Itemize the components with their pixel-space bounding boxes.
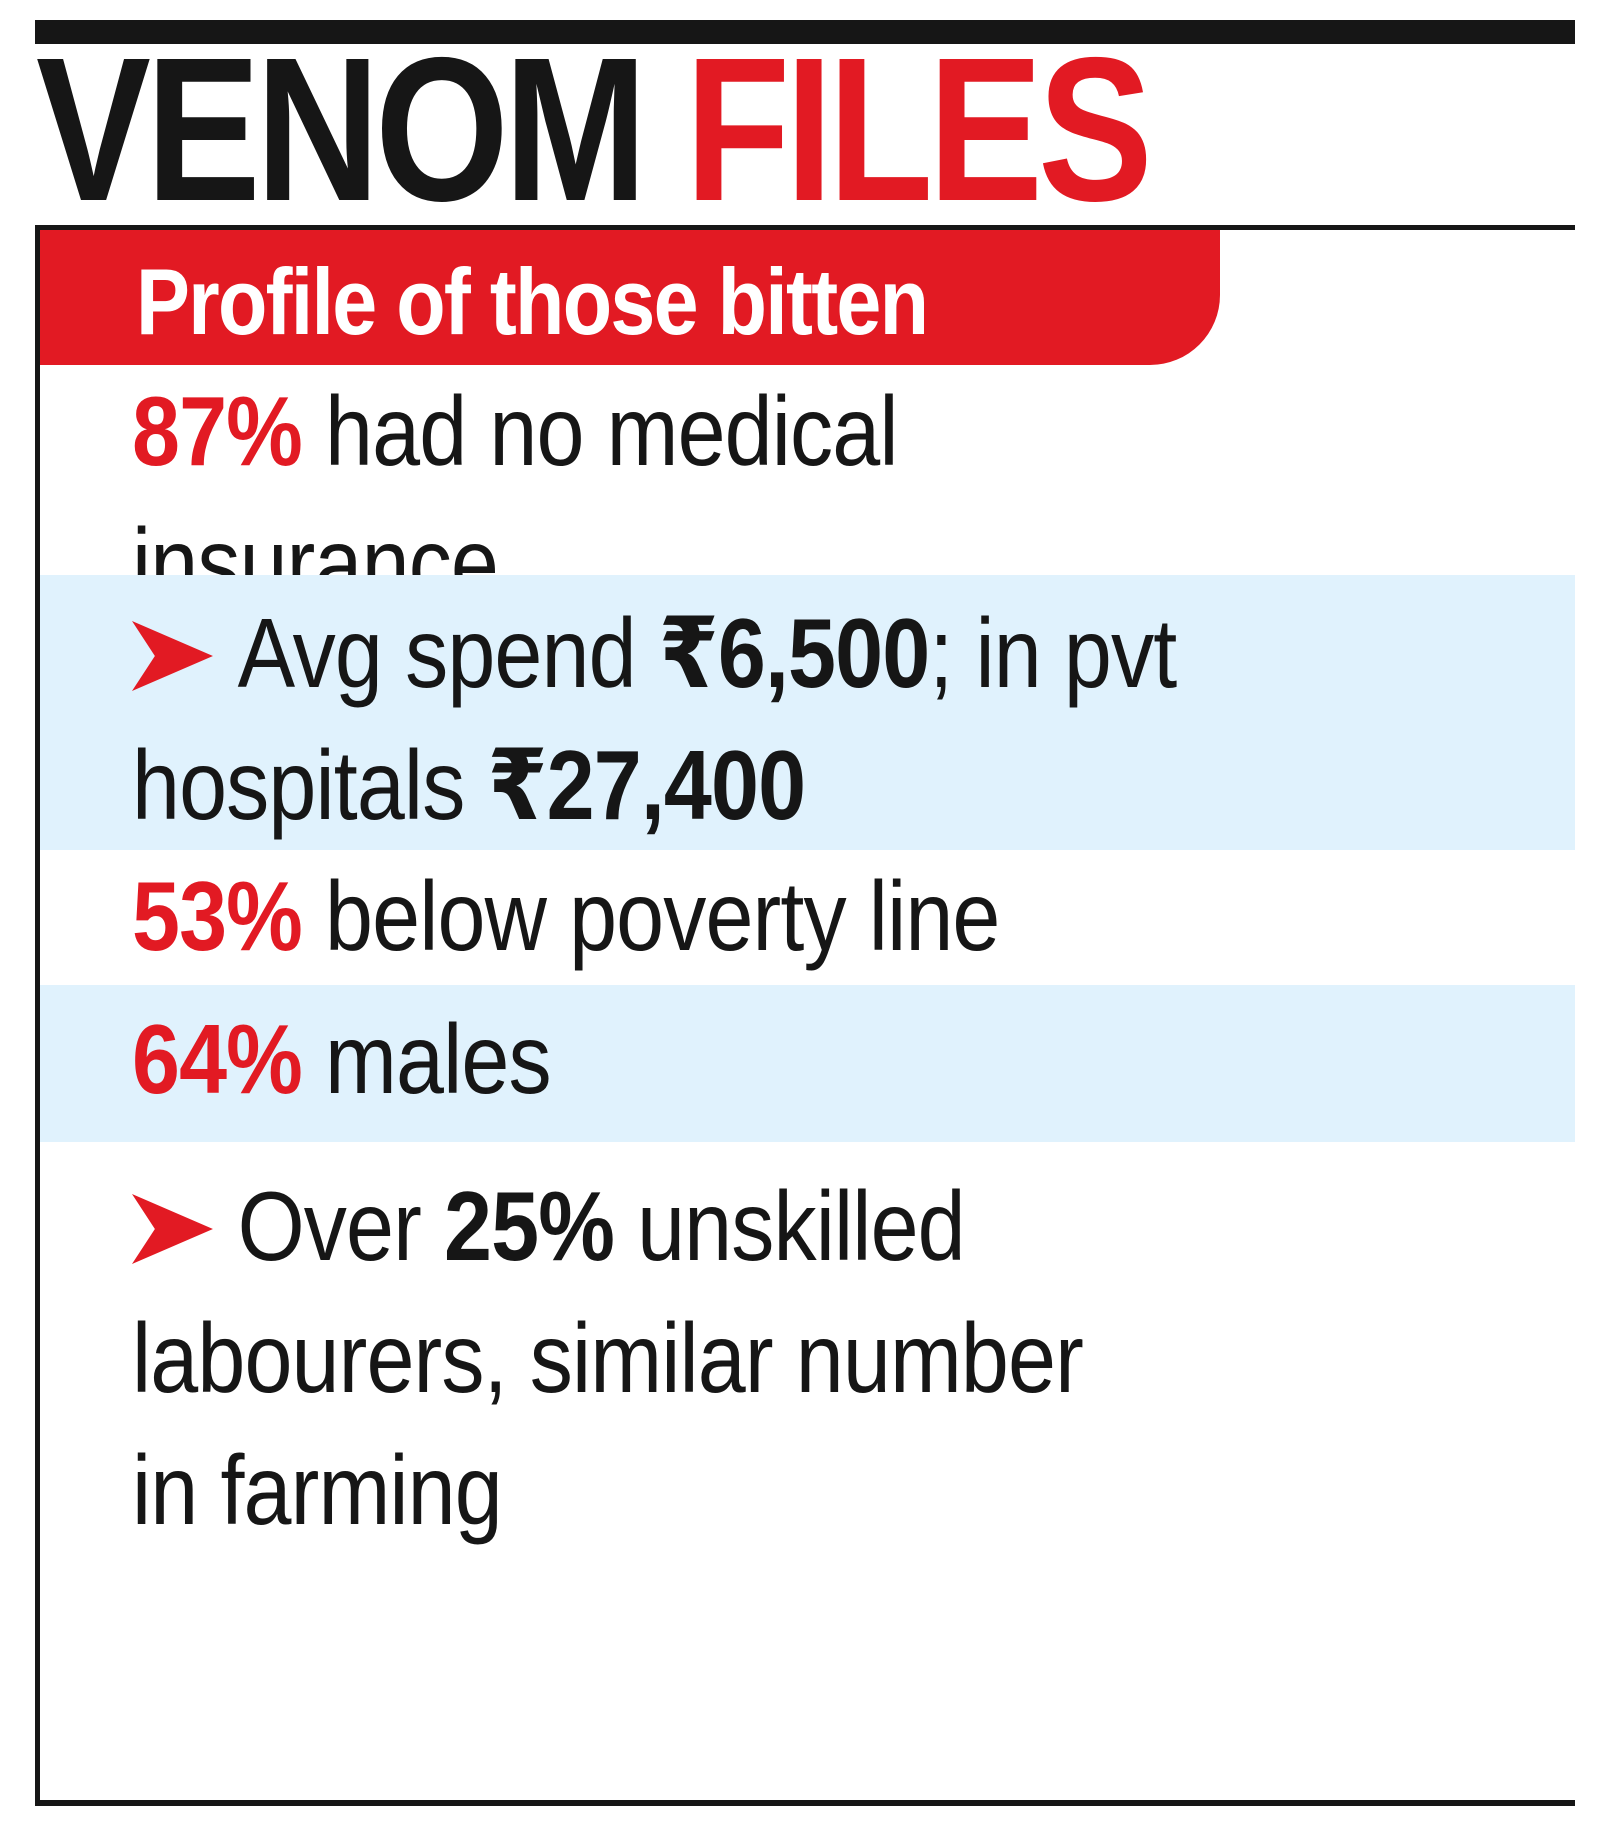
- stat-spend-hospitals-text: hospitals: [132, 730, 488, 840]
- stat-occupation-line1: Over 25% unskilled: [132, 1160, 1083, 1292]
- arrow-icon: [132, 1194, 213, 1264]
- stat-males: 64% males: [40, 985, 1575, 1142]
- top-rule: [35, 20, 1575, 44]
- headline: VENOM FILES: [36, 27, 1153, 232]
- stat-insurance-percent: 87%: [132, 376, 303, 486]
- stat-males-text: males: [301, 1004, 552, 1114]
- stat-spend: Avg spend ₹6,500; in pvt hospitals ₹27,4…: [40, 575, 1575, 850]
- stat-insurance-line1: 87% had no medical: [132, 365, 899, 497]
- stat-males-percent: 64%: [132, 1004, 303, 1114]
- subhead-title: Profile of those bitten: [136, 249, 929, 354]
- stat-occupation: Over 25% unskilled labourers, similar nu…: [40, 1142, 1575, 1562]
- stat-occupation-text-a: Over: [237, 1171, 445, 1281]
- stat-insurance-text: had no medical: [301, 376, 898, 486]
- stat-occupation-percent: 25%: [444, 1171, 615, 1281]
- headline-venom: VENOM: [36, 15, 647, 244]
- stat-poverty-percent: 53%: [132, 861, 303, 971]
- stat-occupation-line3: in farming: [132, 1435, 503, 1545]
- stat-occupation-text-c: unskilled: [614, 1171, 966, 1281]
- stat-insurance: 87% had no medical insurance: [40, 365, 1575, 618]
- subhead-tab: Profile of those bitten: [40, 230, 1220, 365]
- headline-files: FILES: [685, 15, 1153, 244]
- stat-spend-line1: Avg spend ₹6,500; in pvt: [132, 587, 1177, 719]
- stat-occupation-line2: labourers, similar number: [132, 1303, 1084, 1413]
- stat-poverty-text: below poverty line: [301, 861, 1000, 971]
- stat-poverty: 53% below poverty line: [40, 850, 1575, 985]
- stat-spend-line2: hospitals ₹27,400: [132, 719, 1176, 851]
- stat-spend-text-a: Avg spend: [237, 598, 659, 708]
- arrow-icon: [132, 621, 213, 691]
- stat-spend-avg-amount: ₹6,500: [658, 598, 930, 708]
- stats-panel: Profile of those bitten 87% had no medic…: [35, 225, 1575, 1806]
- stat-spend-text-c: ; in pvt: [929, 598, 1177, 708]
- stat-spend-pvt-amount: ₹27,400: [487, 730, 807, 840]
